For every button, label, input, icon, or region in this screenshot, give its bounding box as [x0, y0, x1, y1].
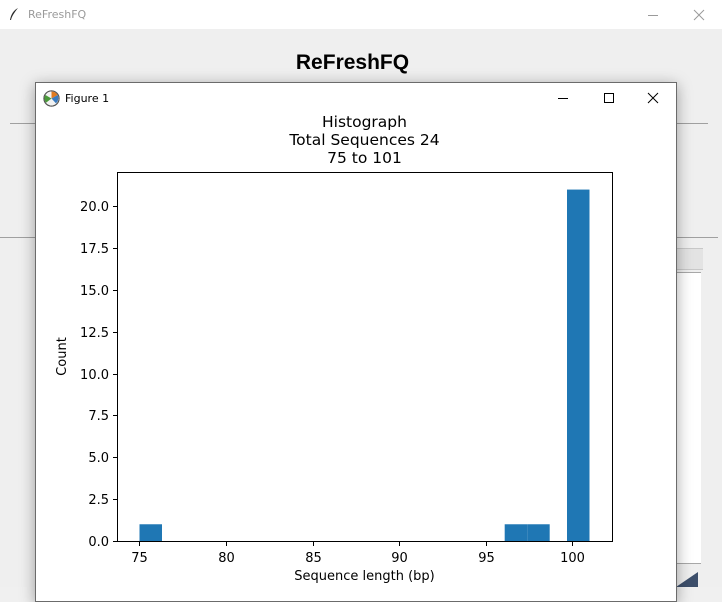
maximize-icon [624, 9, 636, 21]
x-tick-label: 80 [218, 551, 235, 566]
x-tick-label: 85 [305, 551, 322, 566]
y-tick-label: 0.0 [88, 535, 109, 550]
y-tick-label: 12.5 [80, 326, 109, 341]
background-panel-header [674, 248, 703, 270]
y-axis-ticks: 0.0 2.5 5.0 7.5 10.0 12.5 15.0 17.5 20.0 [80, 200, 118, 550]
close-icon [647, 92, 659, 104]
x-axis-ticks: 75 80 85 90 95 100 [131, 541, 585, 566]
main-titlebar: ReFreshFQ [0, 0, 722, 29]
x-axis-label: Sequence length (bp) [294, 569, 434, 584]
y-tick-label: 2.5 [88, 493, 109, 508]
histogram-bars [139, 189, 590, 542]
y-tick-label: 10.0 [80, 368, 109, 383]
x-tick-label: 100 [560, 551, 585, 566]
histogram-bar [504, 524, 528, 541]
main-window-title: ReFreshFQ [28, 8, 87, 21]
minimize-icon [558, 98, 568, 99]
y-tick-label: 15.0 [80, 284, 109, 299]
minimize-icon [648, 15, 658, 16]
background-corner-graphic [676, 572, 698, 587]
y-tick-label: 7.5 [88, 409, 109, 424]
figure-close-button[interactable] [630, 83, 676, 113]
figure-minimize-button[interactable] [540, 83, 586, 113]
figure-titlebar: Figure 1 [36, 83, 676, 113]
figure-window-title: Figure 1 [65, 92, 110, 105]
histogram-bar [567, 189, 590, 542]
app-heading: ReFreshFQ [295, 51, 410, 74]
maximize-icon [604, 93, 614, 103]
y-tick-label: 17.5 [80, 242, 109, 257]
y-axis-label: Count [55, 337, 70, 376]
chart-title-line: Histograph [322, 113, 407, 131]
main-maximize-button[interactable] [630, 0, 676, 29]
y-tick-label: 5.0 [88, 451, 109, 466]
matplotlib-icon [43, 90, 60, 107]
background-panel [676, 272, 701, 564]
x-tick-label: 95 [478, 551, 495, 566]
histogram-bar [139, 524, 162, 541]
feather-icon [10, 8, 18, 20]
chart-title-line: Total Sequences 24 [288, 131, 439, 149]
figure-window: Figure 1 Histograph Total Sequences 24 75… [35, 82, 677, 602]
chart-title-line: 75 to 101 [327, 149, 402, 167]
histogram-bar [527, 524, 550, 541]
y-tick-label: 20.0 [80, 200, 109, 215]
main-close-button[interactable] [676, 0, 722, 29]
close-icon [693, 9, 705, 21]
figure-maximize-button[interactable] [586, 83, 632, 113]
x-tick-label: 75 [131, 551, 148, 566]
axes-frame [117, 172, 613, 542]
main-minimize-button[interactable] [630, 0, 676, 29]
x-tick-label: 90 [391, 551, 408, 566]
